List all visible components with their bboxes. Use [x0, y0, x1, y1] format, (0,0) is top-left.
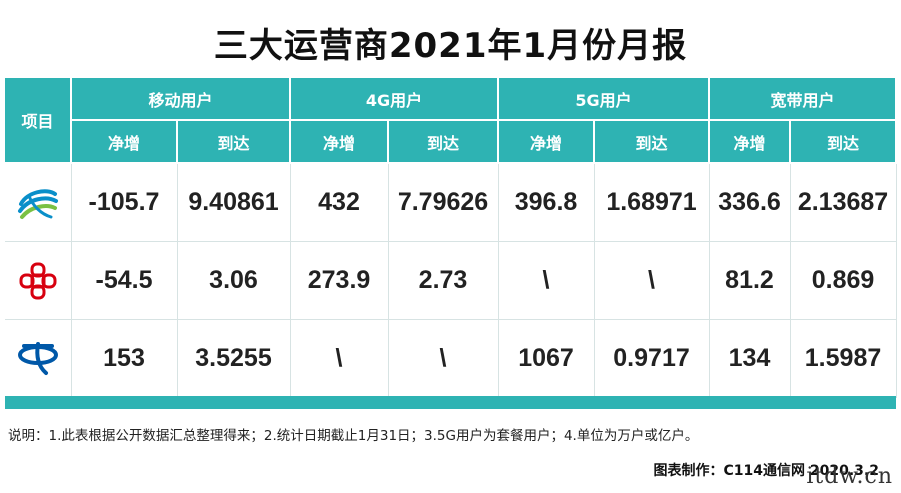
report-table-container: 项目 移动用户 4G用户 5G用户 宽带用户 净增 到达 净增 到达 净增 到达… [5, 78, 898, 412]
table-row-china-telecom: 153 3.5255 \ \ 1067 0.9717 134 1.5987 [5, 319, 897, 398]
cell-5g-total: 1.68971 [594, 163, 710, 242]
cell-4g-net: \ [290, 319, 389, 398]
operator-logo-cell [5, 241, 72, 320]
cell-mobile-total: 9.40861 [177, 163, 291, 242]
cell-broadband-net: 81.2 [709, 241, 791, 320]
table-row-china-unicom: -54.5 3.06 273.9 2.73 \ \ 81.2 0.869 [5, 241, 897, 320]
cell-mobile-total: 3.06 [177, 241, 291, 320]
sub-header-net-add: 净增 [290, 120, 390, 164]
table-footer-bar [5, 396, 896, 409]
operator-logo-cell [5, 163, 72, 242]
china-telecom-logo [5, 340, 71, 378]
cell-mobile-net: -54.5 [71, 241, 178, 320]
cell-broadband-total: 2.13687 [790, 163, 897, 242]
cell-broadband-total: 1.5987 [790, 319, 897, 398]
cell-broadband-net: 336.6 [709, 163, 791, 242]
cell-mobile-net: -105.7 [71, 163, 178, 242]
watermark: itdw.cn [806, 464, 893, 489]
sub-header-net-add: 净增 [709, 120, 792, 164]
item-header: 项目 [5, 78, 72, 164]
cell-broadband-total: 0.869 [790, 241, 897, 320]
china-mobile-logo [5, 184, 71, 222]
cell-5g-net: 1067 [498, 319, 595, 398]
sub-header-total: 到达 [790, 120, 898, 164]
cell-4g-total: \ [388, 319, 499, 398]
group-header-mobile: 移动用户 [71, 78, 292, 121]
group-header-5g: 5G用户 [498, 78, 711, 121]
page-title: 三大运营商2021年1月份月报 [213, 26, 688, 66]
cell-5g-total: \ [594, 241, 710, 320]
sub-header-net-add: 净增 [498, 120, 596, 164]
cell-4g-net: 432 [290, 163, 389, 242]
report-table: 项目 移动用户 4G用户 5G用户 宽带用户 净增 到达 净增 到达 净增 到达… [5, 78, 898, 398]
cell-4g-total: 7.79626 [388, 163, 499, 242]
sub-header-total: 到达 [177, 120, 292, 164]
operator-logo-cell [5, 319, 72, 398]
chart-credit: 图表制作：C114通信网 2020.3.2 [653, 463, 879, 479]
table-row-china-mobile: -105.7 9.40861 432 7.79626 396.8 1.68971… [5, 163, 897, 242]
sub-header-total: 到达 [594, 120, 711, 164]
cell-mobile-net: 153 [71, 319, 178, 398]
sub-header-total: 到达 [388, 120, 500, 164]
cell-5g-net: \ [498, 241, 595, 320]
footnote: 说明：1.此表根据公开数据汇总整理得来；2.统计日期截止1月31日；3.5G用户… [8, 428, 699, 444]
sub-header-net-add: 净增 [71, 120, 178, 164]
cell-4g-net: 273.9 [290, 241, 389, 320]
china-unicom-logo [5, 260, 71, 302]
cell-5g-total: 0.9717 [594, 319, 710, 398]
cell-broadband-net: 134 [709, 319, 791, 398]
cell-4g-total: 2.73 [388, 241, 499, 320]
cell-mobile-total: 3.5255 [177, 319, 291, 398]
cell-5g-net: 396.8 [498, 163, 595, 242]
group-header-4g: 4G用户 [290, 78, 500, 121]
group-header-broadband: 宽带用户 [709, 78, 898, 121]
